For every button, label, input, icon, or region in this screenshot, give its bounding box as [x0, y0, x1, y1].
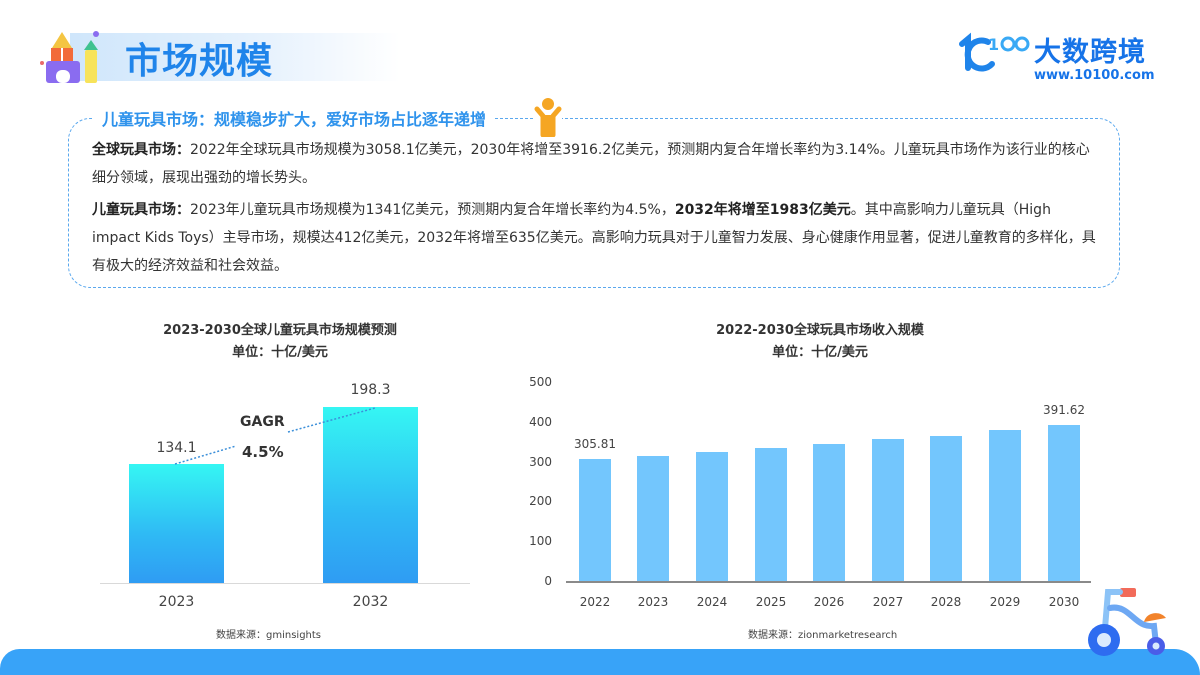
chart1-value-label: 198.3 — [350, 382, 391, 398]
chart2-source: 数据来源：zionmarketresearch — [748, 630, 898, 641]
child-figure-icon — [534, 97, 562, 137]
chart2-x-label: 2026 — [813, 595, 845, 609]
chart2-subtitle: 单位：十亿/美元 — [772, 345, 868, 360]
chart2-y-tick: 0 — [544, 574, 552, 588]
chart1-subtitle: 单位：十亿/美元 — [232, 345, 328, 360]
chart2-y-tick: 200 — [529, 494, 552, 508]
chart1-value-label: 134.1 — [156, 440, 197, 456]
chart2-title: 2022-2030全球玩具市场收入规模 — [716, 323, 924, 338]
growth-trend-line — [174, 407, 376, 465]
cagr-value: 4.5% — [242, 443, 284, 461]
chart2-bar-2023 — [637, 456, 669, 581]
chart2-x-label: 2027 — [872, 595, 904, 609]
toy-blocks-icon — [40, 31, 99, 83]
chart2-value-label: 391.62 — [1043, 403, 1085, 417]
paragraph-text: 。其中高影响力儿童玩具（High impact Kids Toys）主导市场，规… — [92, 202, 1096, 274]
chart1-title-block: 2023-2030全球儿童玩具市场规模预测 单位：十亿/美元 — [120, 320, 440, 364]
summary-box — [68, 118, 1120, 288]
chart1-bar-2032 — [323, 407, 418, 583]
cagr-label: GAGR — [240, 414, 285, 430]
tricycle-icon — [1088, 588, 1166, 656]
chart2-x-label: 2029 — [989, 595, 1021, 609]
chart1-source: 数据来源：gminsights — [216, 630, 322, 641]
brand-url[interactable]: www.10100.com — [1034, 68, 1155, 83]
chart2-y-tick: 100 — [529, 534, 552, 548]
paragraph-lead: 全球玩具市场： — [92, 142, 190, 158]
chart2-y-tick: 500 — [529, 375, 552, 389]
page-title: 市场规模 — [125, 41, 274, 82]
chart2-bar-2030 — [1048, 425, 1080, 581]
chart2-bar-2025 — [755, 448, 787, 581]
paragraph-text: 2022年全球玩具市场规模为3058.1亿美元，2030年将增至3916.2亿美… — [92, 142, 1090, 186]
chart2-x-label: 2023 — [637, 595, 669, 609]
footer-band — [0, 649, 1200, 675]
chart1-title: 2023-2030全球儿童玩具市场规模预测 — [163, 323, 397, 338]
chart2-y-tick: 400 — [529, 415, 552, 429]
paragraph-text: 2023年儿童玩具市场规模为1341亿美元，预测期内复合年增长率约为4.5%， — [190, 202, 675, 218]
chart2-bar-2027 — [872, 439, 904, 581]
chart2-value-label: 305.81 — [574, 437, 616, 451]
chart1-x-label: 2023 — [158, 594, 195, 610]
chart2-bar-2022 — [579, 459, 611, 581]
chart2-x-axis — [566, 581, 1091, 583]
chart2-bar-2028 — [930, 436, 962, 581]
10100-logo-icon: 1 — [959, 32, 1030, 72]
chart2-x-label: 2024 — [696, 595, 728, 609]
chart2-bar-2026 — [813, 444, 845, 581]
chart2-bar-2024 — [696, 452, 728, 581]
summary-title: 儿童玩具市场：规模稳步扩大，爱好市场占比逐年递增 — [102, 110, 487, 129]
summary-paragraph-kids: 儿童玩具市场：2023年儿童玩具市场规模为1341亿美元，预测期内复合年增长率约… — [92, 196, 1102, 280]
paragraph-highlight: 2032年将增至1983亿美元 — [674, 202, 851, 218]
chart2-x-label: 2030 — [1048, 595, 1080, 609]
chart2-x-label: 2025 — [755, 595, 787, 609]
chart2-y-tick: 300 — [529, 455, 552, 469]
paragraph-lead: 儿童玩具市场： — [92, 202, 190, 218]
chart2-title-block: 2022-2030全球玩具市场收入规模 单位：十亿/美元 — [640, 320, 1000, 364]
chart2-x-label: 2028 — [930, 595, 962, 609]
title-banner — [70, 33, 400, 81]
svg-text:1: 1 — [988, 35, 999, 54]
chart2-x-label: 2022 — [579, 595, 611, 609]
chart1-bar-2023 — [129, 464, 224, 583]
brand-name: 大数跨境 — [1034, 37, 1146, 68]
chart1-x-label: 2032 — [352, 594, 389, 610]
chart2-bar-2029 — [989, 430, 1021, 581]
summary-title-wrap: 儿童玩具市场：规模稳步扩大，爱好市场占比逐年递增 — [92, 104, 495, 132]
summary-paragraph-global: 全球玩具市场：2022年全球玩具市场规模为3058.1亿美元，2030年将增至3… — [92, 136, 1102, 192]
chart1-x-axis — [100, 583, 470, 584]
